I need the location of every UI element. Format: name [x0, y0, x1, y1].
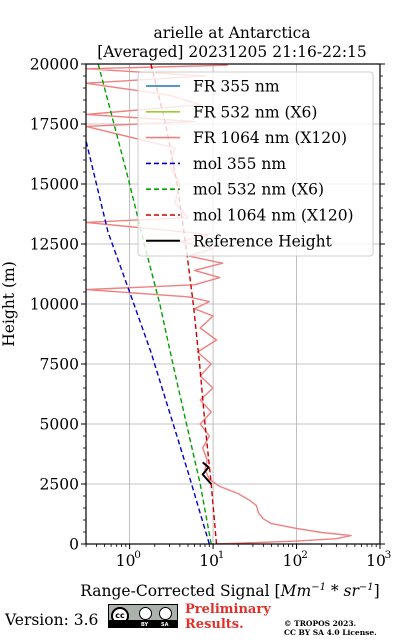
prelim-line1: Preliminary — [185, 602, 271, 617]
x-tick-label: 10 — [116, 552, 136, 570]
y-tick-label: 20000 — [30, 56, 79, 74]
version-label: Version: 3.6 — [5, 611, 99, 629]
x-tick-label: 10 — [283, 552, 303, 570]
series-line — [201, 461, 212, 485]
y-axis-label: Height (m) — [0, 261, 18, 347]
x-axis-unit-mul: * — [326, 582, 344, 600]
legend-label: FR 532 nm (X6) — [193, 103, 317, 121]
x-axis-unit-sr-exp: −1 — [359, 582, 374, 593]
x-axis-label-close: ] — [374, 582, 380, 600]
series-line — [97, 64, 212, 544]
tropos-line2: CC BY SA 4.0 License. — [284, 628, 377, 637]
cc-badge-bar — [109, 620, 177, 627]
preliminary-results-note: Preliminary Results. — [185, 602, 271, 632]
x-tick-label-exp: 3 — [385, 549, 392, 561]
by-person-icon — [139, 607, 152, 620]
chart-title-line2: [Averaged] 20231205 21:16-22:15 — [97, 43, 367, 61]
x-tick-label-exp: 0 — [134, 549, 141, 561]
tropos-line1: © TROPOS 2023. — [284, 619, 357, 628]
sa-share-icon — [159, 607, 172, 620]
legend-box — [137, 71, 374, 257]
prelim-line2: Results. — [185, 617, 244, 632]
x-axis-unit-mm-exp: −1 — [311, 582, 326, 593]
y-tick-label: 7500 — [40, 356, 79, 374]
legend-label: mol 532 nm (X6) — [193, 181, 324, 199]
legend: FR 355 nm FR 532 nm (X6) FR 1064 nm (X120)… — [137, 71, 374, 257]
cc-by-text: BY — [141, 622, 149, 628]
y-tick-label: 12500 — [30, 236, 79, 254]
legend-label: Reference Height — [193, 232, 333, 250]
y-tick-label: 0 — [69, 536, 79, 554]
y-tick-label: 2500 — [40, 476, 79, 494]
x-tick-label-exp: 1 — [218, 549, 225, 561]
x-axis-unit-mm: Mm — [280, 582, 312, 600]
tropos-copyright: © TROPOS 2023. CC BY SA 4.0 License. — [284, 619, 377, 637]
y-tick-label: 15000 — [30, 176, 79, 194]
legend-label: FR 355 nm — [193, 78, 280, 96]
legend-label: mol 355 nm — [193, 155, 286, 173]
x-axis-label: Range-Corrected Signal [Mm−1 * sr−1] — [80, 582, 379, 600]
axis-ticks: 0250050007500100001250015000175002000010… — [30, 56, 392, 571]
x-tick-label: 10 — [366, 552, 386, 570]
lidar-chart: arielle at Antarctica [Averaged] 2023120… — [0, 24, 392, 600]
legend-label: FR 1064 nm (X120) — [193, 129, 347, 147]
x-axis-label-text: Range-Corrected Signal [ — [80, 582, 280, 600]
chart-title-line1: arielle at Antarctica — [153, 24, 310, 42]
cc-sa-text: SA — [161, 622, 169, 628]
y-tick-label: 17500 — [30, 116, 79, 134]
y-tick-label: 5000 — [40, 416, 79, 434]
y-tick-label: 10000 — [30, 296, 79, 314]
legend-label: mol 1064 nm (X120) — [193, 207, 354, 225]
cc-license-badge[interactable]: cc BY SA — [108, 604, 178, 628]
x-axis-unit-sr: sr — [344, 582, 361, 600]
series-line — [86, 140, 210, 544]
x-tick-label: 10 — [199, 552, 219, 570]
x-tick-label-exp: 2 — [301, 549, 308, 561]
